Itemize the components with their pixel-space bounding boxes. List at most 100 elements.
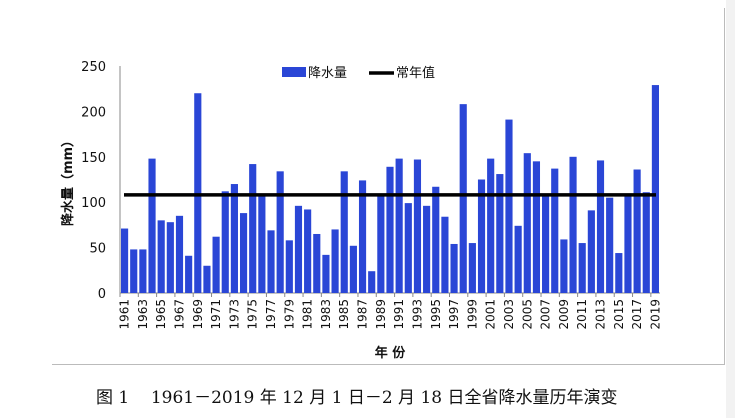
bar-2016 (624, 195, 632, 293)
bar-2005 (523, 153, 531, 293)
x-tick-label: 2003 (502, 299, 516, 330)
x-tick-label: 1975 (246, 299, 260, 330)
bar-2004 (514, 225, 522, 293)
bar-1977 (267, 230, 275, 293)
x-tick-label: 1989 (374, 299, 388, 330)
x-tick-label: 1967 (172, 299, 186, 330)
x-tick-label: 2005 (520, 299, 534, 330)
page-edge (726, 0, 735, 418)
bar-2017 (633, 169, 641, 293)
bar-2019 (651, 85, 659, 294)
x-tick-label: 1961 (118, 299, 132, 330)
x-tick-label: 1973 (227, 299, 241, 330)
x-tick-label: 1991 (392, 299, 406, 330)
legend-bar-label: 降水量 (308, 66, 347, 81)
bar-1980 (294, 205, 303, 293)
bar-2003 (505, 119, 513, 294)
x-tick-label: 2009 (557, 299, 571, 330)
bar-1976 (258, 194, 266, 293)
bar-1988 (368, 271, 376, 293)
x-tick-label: 2001 (484, 299, 498, 330)
x-tick-label: 1993 (410, 299, 424, 330)
figure-caption: 图 1 1961－2019 年 12 月 1 日－2 月 18 日全省降水量历年… (96, 388, 618, 408)
bar-2010 (569, 156, 577, 293)
bar-1996 (441, 216, 449, 293)
bar-1961 (121, 228, 129, 293)
chart-frame (52, 8, 725, 365)
bar-1993 (413, 159, 422, 293)
bar-1963 (139, 249, 147, 293)
x-axis-title: 年 份 (375, 345, 407, 361)
bar-1969 (194, 93, 202, 294)
bar-2001 (487, 158, 495, 293)
bar-2006 (532, 161, 541, 293)
bar-1998 (459, 104, 467, 293)
bar-2011 (578, 243, 586, 293)
bar-1978 (276, 171, 284, 293)
y-tick-label: 250 (81, 60, 106, 75)
x-tick-label: 1979 (282, 299, 296, 330)
x-tick-label: 2019 (648, 299, 662, 330)
x-tick-label: 1963 (136, 299, 150, 330)
y-tick-label: 100 (81, 196, 106, 211)
bar-2009 (560, 239, 568, 293)
x-tick-label: 1985 (337, 299, 351, 330)
x-tick-label: 1995 (429, 299, 443, 330)
bar-2002 (496, 174, 504, 293)
x-tick-label: 1987 (356, 299, 370, 330)
x-tick-label: 2013 (594, 299, 608, 330)
x-tick-label: 1981 (301, 299, 315, 330)
bar-1979 (285, 240, 293, 293)
bar-1986 (349, 245, 357, 293)
bar-1972 (221, 191, 229, 293)
bar-1970 (203, 265, 211, 293)
bar-2000 (477, 179, 486, 293)
x-tick-label: 2017 (630, 299, 644, 330)
y-tick-label: 150 (81, 151, 106, 166)
bar-1962 (130, 249, 138, 293)
legend-line-label: 常年值 (396, 65, 435, 81)
bar-1966 (166, 222, 174, 293)
bar-1981 (304, 209, 312, 293)
bar-1967 (175, 215, 184, 293)
bar-1999 (468, 243, 476, 293)
x-tick-label: 1977 (264, 299, 278, 330)
bar-1994 (423, 205, 431, 293)
y-tick-label: 200 (81, 105, 106, 120)
bar-1989 (377, 194, 385, 293)
x-tick-label: 2007 (539, 299, 553, 330)
x-tick-label: 1969 (191, 299, 205, 330)
bar-1990 (386, 166, 394, 293)
bar-1987 (358, 180, 367, 293)
bar-1964 (148, 158, 156, 293)
bar-1997 (450, 243, 458, 293)
bar-1985 (340, 171, 348, 293)
bar-1965 (157, 220, 165, 293)
bar-1968 (185, 255, 193, 293)
bar-1971 (212, 236, 220, 293)
bar-2015 (615, 253, 623, 293)
bar-1982 (313, 233, 321, 293)
y-axis-title: 降水量（mm） (60, 134, 76, 226)
bar-1991 (395, 158, 403, 293)
x-tick-label: 1997 (447, 299, 461, 330)
bar-1974 (239, 213, 248, 293)
y-tick-label: 0 (98, 287, 106, 302)
x-tick-label: 1983 (319, 299, 333, 330)
bar-1983 (322, 254, 330, 293)
bar-2014 (606, 197, 614, 293)
bar-2013 (596, 160, 605, 293)
x-tick-label: 1971 (209, 299, 223, 330)
legend-bar-swatch (282, 67, 306, 77)
x-tick-label: 1999 (465, 299, 479, 330)
bar-1984 (331, 229, 339, 293)
bar-2018 (642, 192, 650, 293)
x-tick-label: 2015 (612, 299, 626, 330)
bar-1992 (404, 203, 412, 293)
x-tick-label: 2011 (575, 299, 589, 330)
bar-1973 (230, 184, 238, 293)
bar-2012 (587, 210, 595, 293)
bar-1995 (432, 186, 440, 293)
bar-2008 (551, 168, 559, 293)
